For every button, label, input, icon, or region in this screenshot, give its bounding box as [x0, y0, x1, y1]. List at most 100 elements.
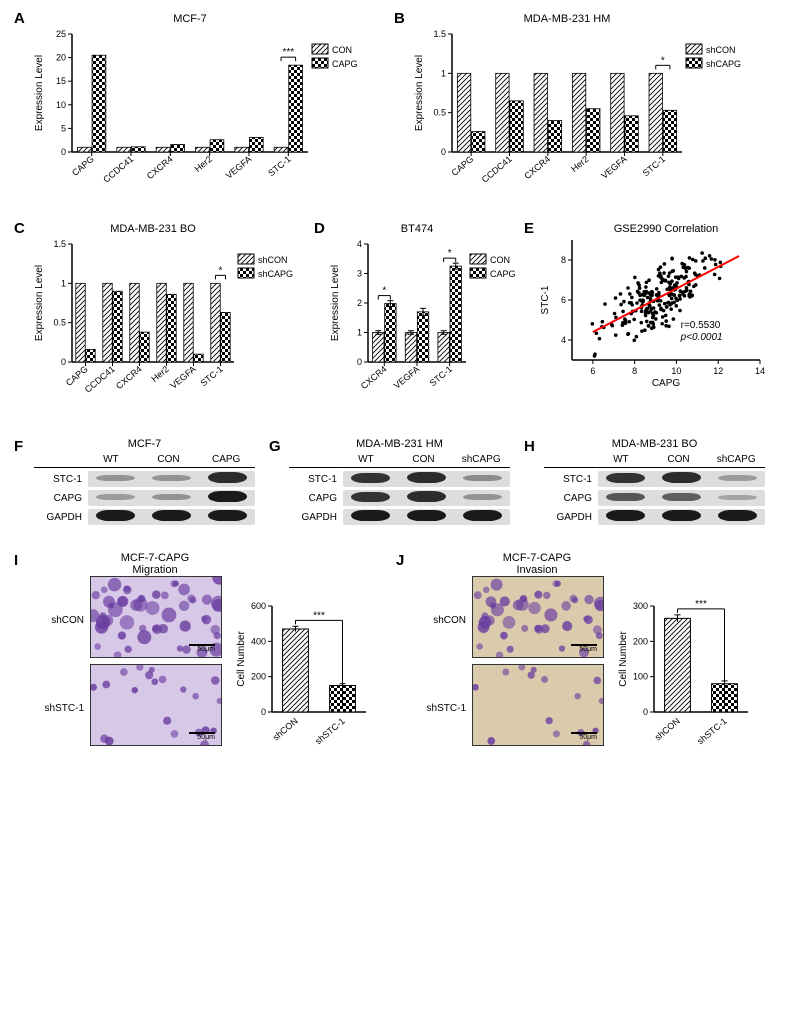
blot-column-label: CON	[140, 454, 198, 465]
blot-band	[463, 510, 502, 521]
svg-text:CON: CON	[332, 45, 352, 55]
panel-D: D BT47401234Expression LevelCXCR4VEGFAST…	[310, 220, 520, 420]
blot-band	[662, 493, 701, 501]
blot-row-label: STC-1	[544, 474, 598, 485]
blot-band	[152, 494, 191, 500]
svg-text:Her2: Her2	[193, 154, 214, 174]
blot-header: WTCONshCAPG	[544, 454, 765, 468]
svg-text:300: 300	[633, 601, 648, 611]
svg-text:VEGFA: VEGFA	[392, 364, 421, 391]
svg-text:CXCR4: CXCR4	[359, 364, 389, 391]
svg-text:*: *	[448, 248, 452, 259]
svg-text:0: 0	[643, 707, 648, 717]
blot-track	[88, 509, 255, 525]
svg-text:VEGFA: VEGFA	[168, 364, 197, 391]
svg-text:VEGFA: VEGFA	[224, 154, 253, 181]
svg-text:Her2: Her2	[569, 154, 590, 174]
panel-C: C MDA-MB-231 BO00.511.5Expression LevelC…	[10, 220, 310, 420]
micrograph-label: shSTC-1	[34, 703, 84, 714]
label-D: D	[314, 220, 325, 237]
row-cde: C MDA-MB-231 BO00.511.5Expression LevelC…	[10, 220, 775, 420]
blot-band	[208, 510, 247, 521]
svg-text:20: 20	[56, 53, 66, 63]
svg-text:0: 0	[61, 147, 66, 157]
svg-text:MCF-7: MCF-7	[173, 13, 207, 25]
svg-text:CAPG: CAPG	[449, 154, 475, 178]
blot-band	[351, 510, 390, 521]
panel-G: G MDA-MB-231 HMWTCONshCAPGSTC-1CAPGGAPDH	[265, 438, 520, 528]
chart-C: MDA-MB-231 BO00.511.5Expression LevelCAP…	[30, 220, 310, 412]
svg-text:*: *	[219, 265, 223, 276]
svg-text:1: 1	[441, 68, 446, 78]
micrograph-image: 50μm	[472, 576, 604, 658]
panel-I: I MCF-7-CAPGMigrationshCON50μmshSTC-150μ…	[10, 552, 392, 752]
micrograph-row: shCON50μm	[34, 576, 222, 664]
panel-J: J MCF-7-CAPGInvasionshCON50μmshSTC-150μm…	[392, 552, 774, 752]
svg-text:MDA-MB-231 HM: MDA-MB-231 HM	[524, 13, 611, 25]
blot-band	[606, 473, 645, 483]
svg-text:*: *	[661, 55, 665, 66]
svg-text:1.5: 1.5	[433, 29, 446, 39]
svg-text:STC-1: STC-1	[540, 285, 551, 314]
blot-G: MDA-MB-231 HMWTCONshCAPGSTC-1CAPGGAPDH	[289, 438, 510, 525]
svg-text:CXCR4: CXCR4	[145, 154, 175, 181]
svg-text:400: 400	[251, 636, 266, 646]
svg-text:r=0.5530: r=0.5530	[681, 320, 721, 331]
svg-text:100: 100	[633, 672, 648, 682]
micrograph-label: shCON	[416, 615, 466, 626]
panel-E: E GSE2990 Correlation68101214468CAPGSTC-…	[520, 220, 770, 420]
blot-row-label: GAPDH	[544, 512, 598, 523]
svg-text:0: 0	[261, 707, 266, 717]
micrograph-column: MCF-7-CAPGInvasion shCON 50μmshSTC-150μm	[416, 552, 604, 752]
blot-track	[343, 490, 510, 506]
svg-text:Expression Level: Expression Level	[330, 265, 341, 341]
blot-track	[88, 471, 255, 487]
panel-H: H MDA-MB-231 BOWTCONshCAPGSTC-1CAPGGAPDH	[520, 438, 775, 528]
svg-text:1: 1	[357, 328, 362, 338]
svg-text:Expression Level: Expression Level	[34, 265, 45, 341]
blot-column-label: CAPG	[197, 454, 255, 465]
blot-band	[208, 491, 247, 502]
blot-column-label: WT	[592, 454, 650, 465]
micrograph-row: shSTC-150μm	[416, 664, 604, 752]
micrograph-title: MCF-7-CAPGInvasion	[470, 552, 604, 576]
micrograph-row: shCON 50μm	[416, 576, 604, 664]
micrograph-image: 50μm	[90, 576, 222, 658]
svg-text:12: 12	[713, 366, 723, 376]
svg-text:STC-1: STC-1	[641, 154, 667, 178]
blot-title: MCF-7	[34, 438, 255, 450]
svg-text:shCON: shCON	[258, 255, 288, 265]
blot-title: MDA-MB-231 BO	[544, 438, 765, 450]
svg-text:4: 4	[561, 335, 566, 345]
chart-D: BT47401234Expression LevelCXCR4VEGFASTC-…	[326, 220, 520, 412]
svg-text:CAPG: CAPG	[70, 154, 96, 178]
blot-row: CAPG	[289, 490, 510, 506]
svg-text:CXCR4: CXCR4	[522, 154, 552, 181]
svg-text:0.5: 0.5	[433, 108, 446, 118]
cell-count-chart: 0100200300Cell NumbershCONshSTC-1***	[614, 592, 754, 752]
svg-text:15: 15	[56, 76, 66, 86]
chart-A: MCF-70510152025Expression LevelCAPGCCDC4…	[30, 10, 390, 202]
blot-row-label: CAPG	[544, 493, 598, 504]
blot-track	[88, 490, 255, 506]
blot-row: STC-1	[289, 471, 510, 487]
blot-column-label: shCAPG	[452, 454, 510, 465]
svg-text:***: ***	[313, 610, 325, 621]
svg-text:MDA-MB-231 BO: MDA-MB-231 BO	[110, 223, 196, 235]
blot-row-label: STC-1	[289, 474, 343, 485]
svg-text:200: 200	[633, 636, 648, 646]
svg-text:200: 200	[251, 672, 266, 682]
micrograph-title: MCF-7-CAPGMigration	[88, 552, 222, 576]
svg-text:10: 10	[56, 100, 66, 110]
label-E: E	[524, 220, 534, 237]
svg-text:CAPG: CAPG	[652, 378, 681, 389]
scale-bar: 50μm	[571, 732, 597, 741]
blot-track	[343, 509, 510, 525]
svg-text:Expression Level: Expression Level	[414, 55, 425, 131]
blot-track	[598, 490, 765, 506]
label-B: B	[394, 10, 405, 27]
svg-text:CAPG: CAPG	[490, 269, 516, 279]
blot-column-label: shCAPG	[707, 454, 765, 465]
svg-text:*: *	[382, 286, 386, 297]
svg-text:Her2: Her2	[149, 364, 170, 384]
